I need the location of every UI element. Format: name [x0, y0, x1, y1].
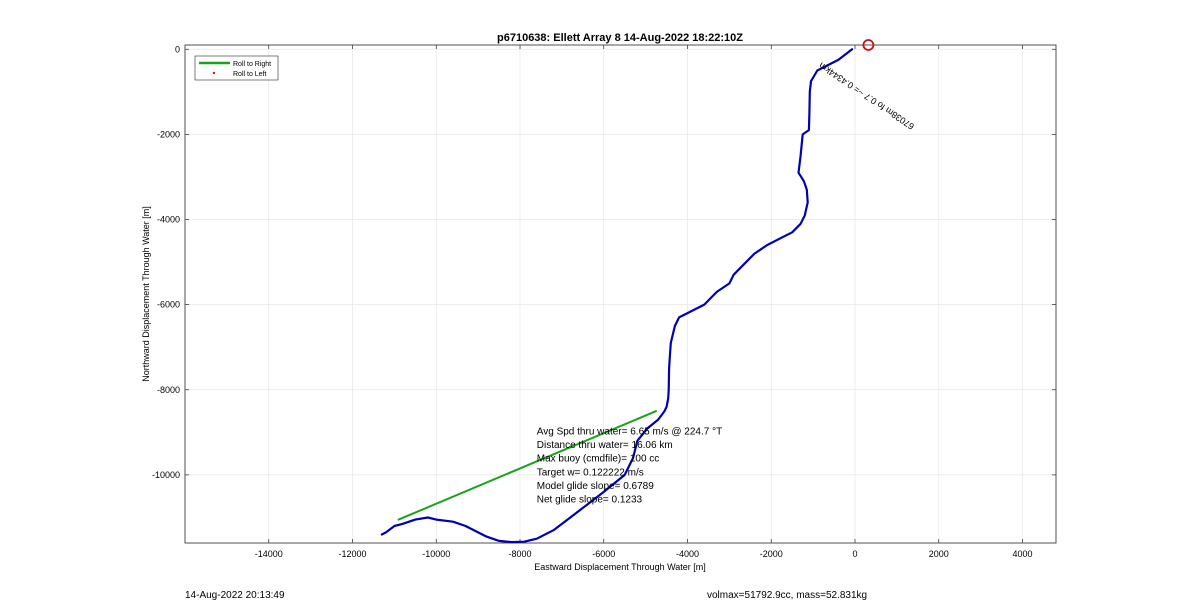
axis-ticks: -14000 -12000 -10000 -8000 -6000 -4000 -2000 0 2… [152, 44, 1056, 559]
x-tick-label: -8000 [508, 549, 531, 559]
y-tick-label: -8000 [157, 385, 180, 395]
surface-marker [862, 39, 875, 51]
grid [185, 45, 1056, 543]
y-axis-label: Northward Displacement Through Water [m] [141, 206, 151, 382]
footer-timestamp: 14-Aug-2022 20:13:49 [185, 590, 285, 601]
annotation-line: Net glide slope= 0.1233 [537, 495, 643, 506]
series-line-1 [397, 410, 658, 521]
y-tick-label: -10000 [152, 470, 180, 480]
annotation-line: Avg Spd thru water= 6.65 m/s @ 224.7 °T [537, 426, 722, 437]
legend-box [194, 55, 279, 81]
x-axis-label: Eastward Displacement Through Water [m] [534, 562, 706, 572]
annotation-line: Model glide slope= 0.6789 [537, 481, 654, 492]
x-tick-label: 2000 [929, 549, 949, 559]
annotation-line: Max buoy (cmdfile)= 100 cc [537, 454, 660, 465]
footer-summary: volmax=51792.9cc, mass=52.831kg [707, 590, 868, 601]
y-tick-label: -4000 [157, 215, 180, 225]
x-tick-label: 4000 [1012, 549, 1032, 559]
x-tick-label: -10000 [422, 549, 450, 559]
x-tick-label: -2000 [760, 549, 783, 559]
y-tick-label: -6000 [157, 300, 180, 310]
legend-swatch-roll-left [212, 71, 216, 75]
plot-area [184, 44, 1057, 544]
x-tick-label: -12000 [338, 549, 366, 559]
annotations: Avg Spd thru water= 6.65 m/s @ 224.7 °T D… [537, 426, 722, 505]
y-tick-label: 0 [175, 44, 180, 54]
legend-label-roll-left: Roll to Left [233, 71, 267, 78]
x-tick-label: -6000 [592, 549, 615, 559]
legend-label-roll-right: Roll to Right [233, 61, 271, 68]
x-tick-label: -14000 [255, 549, 283, 559]
annotation-line: Distance thru water= 16.06 km [537, 440, 673, 451]
x-tick-label: 0 [852, 549, 857, 559]
chart-title: p6710638: Ellett Array 8 14-Aug-2022 18:… [497, 32, 743, 44]
series-line-0 [380, 48, 854, 544]
x-tick-label: -4000 [676, 549, 699, 559]
legend: Roll to Right Roll to Left [194, 55, 279, 81]
y-tick-label: -2000 [157, 129, 180, 139]
annotation-line: Target w= 0.122222 m/s [537, 467, 644, 478]
